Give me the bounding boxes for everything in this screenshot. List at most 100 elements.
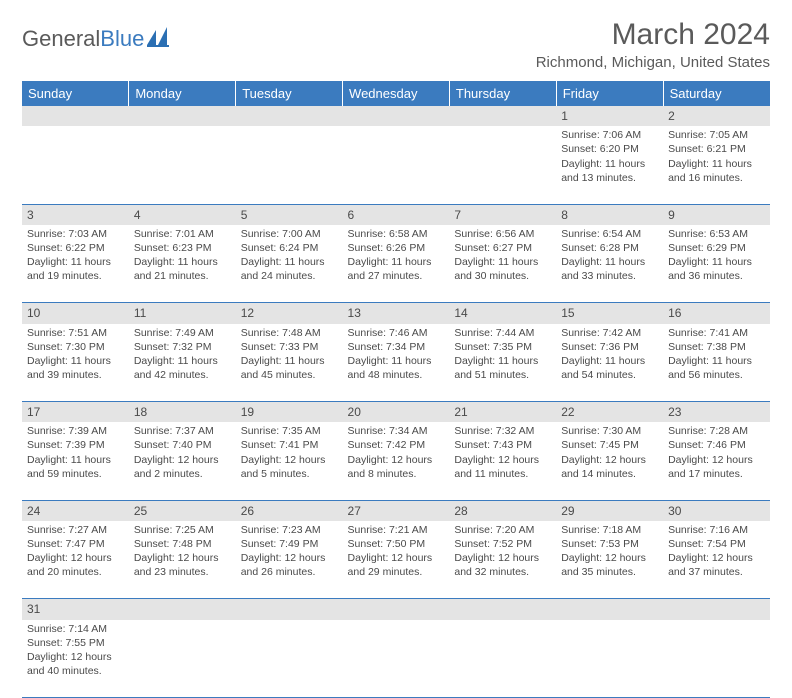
daylight-line: Daylight: 12 hours and 26 minutes. <box>241 551 338 579</box>
sunrise-line: Sunrise: 7:16 AM <box>668 523 765 537</box>
sunset-line: Sunset: 7:40 PM <box>134 438 231 452</box>
daylight-line: Daylight: 11 hours and 48 minutes. <box>348 354 445 382</box>
logo: GeneralBlue <box>22 26 173 52</box>
sunrise-line: Sunrise: 6:56 AM <box>454 227 551 241</box>
day-number-cell: 15 <box>556 303 663 324</box>
daylight-line: Daylight: 12 hours and 32 minutes. <box>454 551 551 579</box>
day-cell <box>236 620 343 698</box>
sunset-line: Sunset: 7:34 PM <box>348 340 445 354</box>
weekday-header: Friday <box>556 81 663 106</box>
sunrise-line: Sunrise: 7:34 AM <box>348 424 445 438</box>
sunset-line: Sunset: 7:46 PM <box>668 438 765 452</box>
day-number-cell: 24 <box>22 500 129 521</box>
sunrise-line: Sunrise: 7:14 AM <box>27 622 124 636</box>
day-number-cell: 25 <box>129 500 236 521</box>
daylight-line: Daylight: 11 hours and 30 minutes. <box>454 255 551 283</box>
day-cell: Sunrise: 7:42 AMSunset: 7:36 PMDaylight:… <box>556 324 663 402</box>
day-cell: Sunrise: 7:30 AMSunset: 7:45 PMDaylight:… <box>556 422 663 500</box>
sunrise-line: Sunrise: 7:01 AM <box>134 227 231 241</box>
daylight-line: Daylight: 11 hours and 13 minutes. <box>561 157 658 185</box>
page-title: March 2024 <box>536 18 770 52</box>
sunset-line: Sunset: 6:20 PM <box>561 142 658 156</box>
day-cell: Sunrise: 7:39 AMSunset: 7:39 PMDaylight:… <box>22 422 129 500</box>
day-cell <box>343 126 450 204</box>
sunset-line: Sunset: 7:36 PM <box>561 340 658 354</box>
day-number-cell <box>556 599 663 620</box>
day-cell: Sunrise: 7:21 AMSunset: 7:50 PMDaylight:… <box>343 521 450 599</box>
day-number-row: 12 <box>22 106 770 126</box>
sunrise-line: Sunrise: 7:37 AM <box>134 424 231 438</box>
day-number-cell: 21 <box>449 402 556 423</box>
day-cell: Sunrise: 7:20 AMSunset: 7:52 PMDaylight:… <box>449 521 556 599</box>
day-cell: Sunrise: 7:44 AMSunset: 7:35 PMDaylight:… <box>449 324 556 402</box>
sunrise-line: Sunrise: 7:44 AM <box>454 326 551 340</box>
day-number-cell: 7 <box>449 204 556 225</box>
calendar-week-row: Sunrise: 7:27 AMSunset: 7:47 PMDaylight:… <box>22 521 770 599</box>
day-cell <box>556 620 663 698</box>
day-number-cell <box>449 106 556 126</box>
sunset-line: Sunset: 7:50 PM <box>348 537 445 551</box>
header: GeneralBlue March 2024 Richmond, Michiga… <box>22 18 770 71</box>
day-number-row: 24252627282930 <box>22 500 770 521</box>
sunset-line: Sunset: 7:38 PM <box>668 340 765 354</box>
day-number-cell: 31 <box>22 599 129 620</box>
sunset-line: Sunset: 7:39 PM <box>27 438 124 452</box>
daylight-line: Daylight: 11 hours and 33 minutes. <box>561 255 658 283</box>
calendar-week-row: Sunrise: 7:03 AMSunset: 6:22 PM Daylight:… <box>22 225 770 303</box>
sunset-line: Sunset: 6:22 PM <box>27 241 124 255</box>
day-cell: Sunrise: 7:14 AMSunset: 7:55 PMDaylight:… <box>22 620 129 698</box>
sunset-line: Sunset: 7:49 PM <box>241 537 338 551</box>
sunrise-line: Sunrise: 7:00 AM <box>241 227 338 241</box>
sunrise-line: Sunrise: 7:23 AM <box>241 523 338 537</box>
title-block: March 2024 Richmond, Michigan, United St… <box>536 18 770 71</box>
day-number-cell <box>129 599 236 620</box>
daylight-line: Daylight: 11 hours and 56 minutes. <box>668 354 765 382</box>
day-cell: Sunrise: 7:25 AMSunset: 7:48 PMDaylight:… <box>129 521 236 599</box>
day-cell <box>22 126 129 204</box>
day-number-cell <box>236 106 343 126</box>
day-number-cell: 19 <box>236 402 343 423</box>
day-cell <box>129 620 236 698</box>
daylight-line: Daylight: 12 hours and 8 minutes. <box>348 453 445 481</box>
sunset-line: Sunset: 7:35 PM <box>454 340 551 354</box>
daylight-line: Daylight: 11 hours and 42 minutes. <box>134 354 231 382</box>
calendar-week-row: Sunrise: 7:51 AMSunset: 7:30 PMDaylight:… <box>22 324 770 402</box>
day-cell: Sunrise: 7:01 AMSunset: 6:23 PMDaylight:… <box>129 225 236 303</box>
day-number-row: 17181920212223 <box>22 402 770 423</box>
daylight-line: Daylight: 12 hours and 5 minutes. <box>241 453 338 481</box>
day-number-cell: 9 <box>663 204 770 225</box>
day-cell: Sunrise: 6:54 AMSunset: 6:28 PMDaylight:… <box>556 225 663 303</box>
day-cell <box>663 620 770 698</box>
sunset-line: Sunset: 7:33 PM <box>241 340 338 354</box>
sunset-line: Sunset: 7:43 PM <box>454 438 551 452</box>
daylight-line: Daylight: 11 hours and 54 minutes. <box>561 354 658 382</box>
daylight-line: Daylight: 11 hours and 39 minutes. <box>27 354 124 382</box>
sunrise-line: Sunrise: 7:35 AM <box>241 424 338 438</box>
sunrise-line: Sunrise: 7:32 AM <box>454 424 551 438</box>
sunrise-line: Sunrise: 6:54 AM <box>561 227 658 241</box>
daylight-line: Daylight: 12 hours and 40 minutes. <box>27 650 124 678</box>
sunset-line: Sunset: 6:28 PM <box>561 241 658 255</box>
daylight-line: Daylight: 11 hours and 21 minutes. <box>134 255 231 283</box>
sunset-line: Sunset: 7:48 PM <box>134 537 231 551</box>
sunrise-line: Sunrise: 7:30 AM <box>561 424 658 438</box>
sunset-line: Sunset: 7:47 PM <box>27 537 124 551</box>
weekday-header: Monday <box>129 81 236 106</box>
sunrise-line: Sunrise: 7:51 AM <box>27 326 124 340</box>
day-number-cell <box>22 106 129 126</box>
daylight-line: Daylight: 11 hours and 27 minutes. <box>348 255 445 283</box>
day-number-cell <box>343 599 450 620</box>
day-number-cell: 11 <box>129 303 236 324</box>
day-number-cell: 30 <box>663 500 770 521</box>
day-cell: Sunrise: 7:48 AMSunset: 7:33 PMDaylight:… <box>236 324 343 402</box>
sunrise-line: Sunrise: 7:03 AM <box>27 227 124 241</box>
sunrise-line: Sunrise: 7:28 AM <box>668 424 765 438</box>
day-cell: Sunrise: 7:28 AMSunset: 7:46 PMDaylight:… <box>663 422 770 500</box>
sunset-line: Sunset: 6:27 PM <box>454 241 551 255</box>
sunset-line: Sunset: 7:54 PM <box>668 537 765 551</box>
day-number-cell: 28 <box>449 500 556 521</box>
day-number-cell: 29 <box>556 500 663 521</box>
calendar-week-row: Sunrise: 7:06 AMSunset: 6:20 PMDaylight:… <box>22 126 770 204</box>
day-cell: Sunrise: 7:34 AMSunset: 7:42 PMDaylight:… <box>343 422 450 500</box>
day-cell: Sunrise: 6:58 AMSunset: 6:26 PMDaylight:… <box>343 225 450 303</box>
